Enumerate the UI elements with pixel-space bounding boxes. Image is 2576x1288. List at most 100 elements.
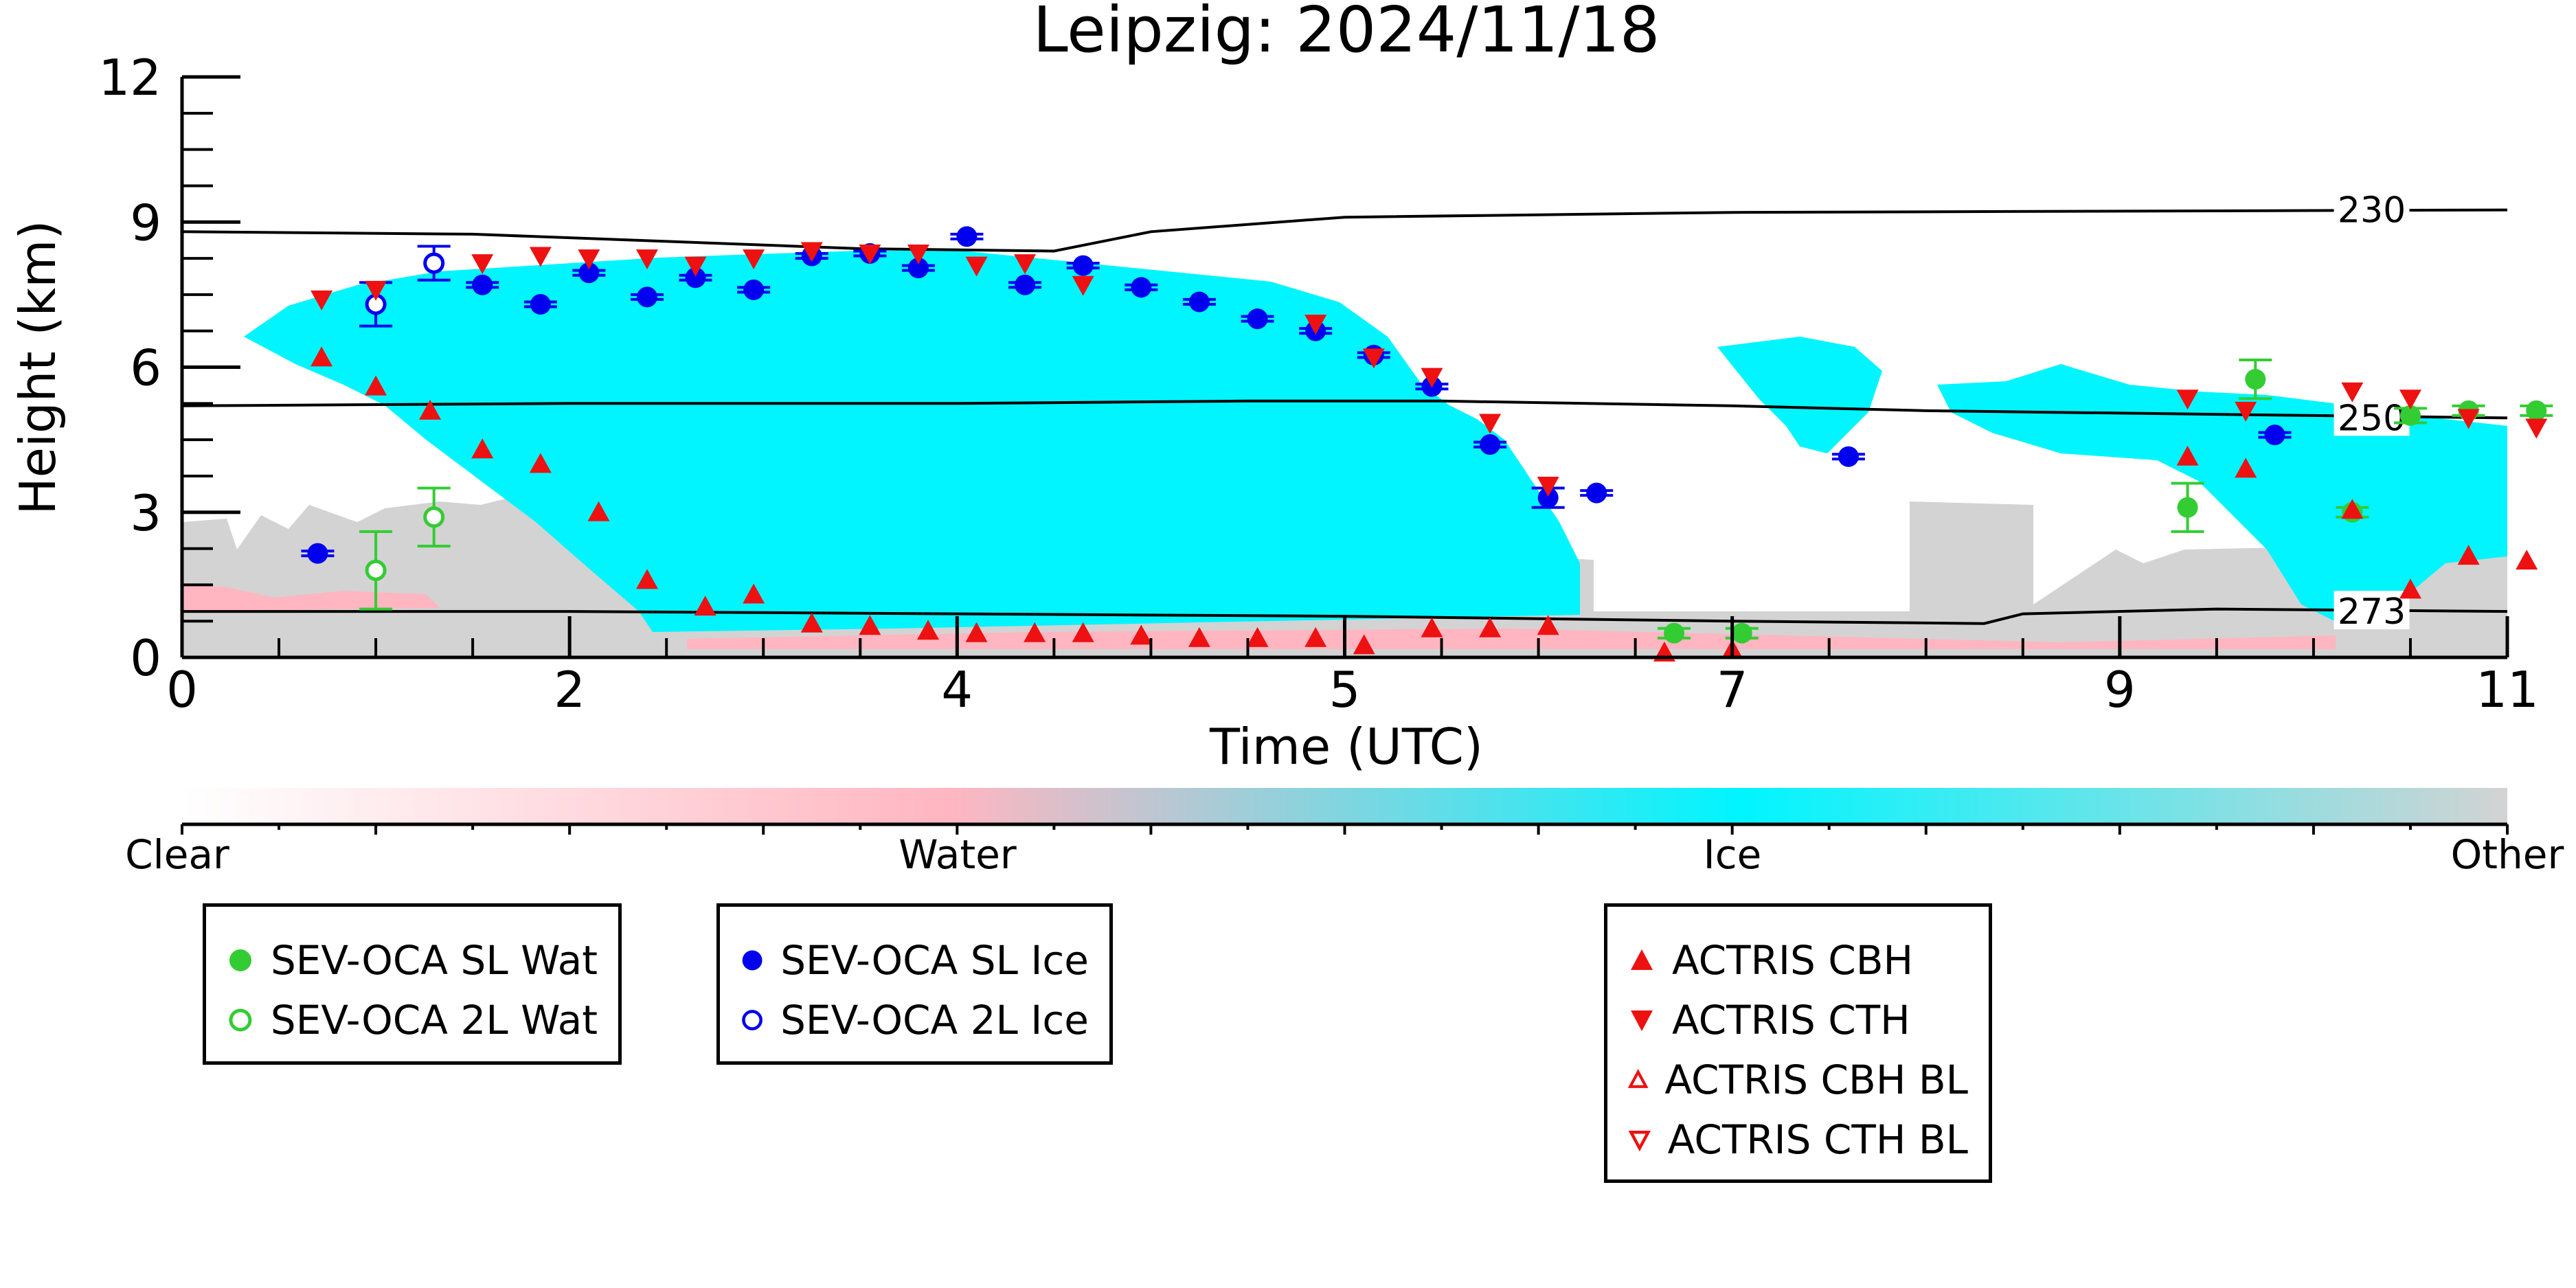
data-point-triangle-down — [2525, 418, 2548, 439]
y-tick-label: 12 — [98, 49, 161, 106]
isotherm-label-bg — [2334, 397, 2410, 436]
colorbar-ticks — [181, 824, 2509, 835]
data-point-circle-filled — [1664, 622, 1685, 644]
data-point-triangle-up — [2399, 578, 2421, 599]
data-point-circle-filled — [743, 279, 765, 300]
data-point-circle-filled — [2264, 425, 2285, 446]
data-point-triangle-down — [310, 290, 333, 310]
x-tick-label: 0 — [166, 661, 198, 719]
legend-entry: SEV-OCA 2L Ice — [734, 990, 1089, 1050]
data-point-triangle-up — [2341, 499, 2364, 519]
triangle-down-icon — [1631, 1010, 1653, 1031]
data-point-triangle-up — [1479, 617, 1502, 637]
y-tick-label: 6 — [130, 339, 161, 397]
data-point-triangle-up — [2235, 457, 2257, 478]
data-point-circle-open — [423, 506, 445, 528]
data-point-triangle-down — [743, 249, 765, 270]
data-point-triangle-down — [2457, 409, 2480, 429]
data-point-triangle-down — [1072, 275, 1094, 296]
data-point-triangle-down — [1537, 477, 1559, 497]
legend-label: SEV-OCA 2L Wat — [270, 996, 598, 1043]
data-point-circle-filled — [1838, 446, 1859, 467]
data-point-circle-filled — [1586, 482, 1607, 504]
isotherm-label-bg — [2334, 591, 2410, 630]
data-point-circle-filled — [637, 286, 657, 308]
colorbar-label-ice: Ice — [1704, 831, 1762, 878]
legend-sevoca-ice: SEV-OCA SL Ice SEV-OCA 2L Ice — [716, 903, 1113, 1065]
data-point-triangle-up — [1024, 622, 1046, 642]
triangle-up-icon — [1631, 949, 1653, 970]
data-point-circle-filled — [1131, 277, 1152, 298]
data-point-triangle-up — [471, 438, 494, 459]
legend-label: ACTRIS CTH BL — [1667, 1116, 1968, 1163]
data-point-triangle-down — [636, 249, 658, 270]
y-axis-label: Height (km) — [9, 221, 67, 515]
data-point-circle-filled — [1072, 255, 1094, 276]
data-point-triangle-down — [907, 245, 929, 265]
legend-sevoca-water: SEV-OCA SL Wat SEV-OCA 2L Wat — [203, 903, 622, 1065]
legend-entry: SEV-OCA SL Wat — [220, 930, 598, 990]
data-point-triangle-up — [1421, 617, 1443, 637]
data-point-triangle-down — [2176, 389, 2199, 410]
water-region-bottom — [687, 629, 2336, 649]
data-markers — [301, 226, 2553, 662]
y-tick-label: 9 — [130, 194, 161, 251]
data-point-circle-filled — [1480, 434, 1501, 455]
data-point-triangle-up — [365, 375, 387, 396]
data-point-triangle-down — [1479, 414, 1502, 434]
data-point-triangle-down — [800, 242, 823, 262]
isotherm-line — [181, 399, 2508, 420]
x-tick-label: 2 — [554, 661, 585, 719]
data-point-triangle-down — [2341, 382, 2364, 403]
x-tick-label: 9 — [2104, 661, 2136, 719]
legend-entry: ACTRIS CTH BL — [1621, 1109, 1968, 1169]
data-point-triangle-up — [800, 612, 823, 633]
data-point-triangle-down — [578, 249, 600, 270]
x-tick-label: 11 — [2476, 661, 2539, 719]
data-point-triangle-down — [529, 247, 552, 267]
colorbar-label-other: Other — [2451, 831, 2564, 878]
data-point-triangle-down — [471, 254, 494, 275]
legend-entry: SEV-OCA 2L Wat — [220, 990, 598, 1050]
data-point-triangle-up — [419, 399, 442, 420]
data-point-circle-filled — [2399, 405, 2421, 426]
y-tick-label: 3 — [130, 484, 161, 542]
data-point-circle-filled — [1015, 274, 1036, 295]
filled-circle-icon — [229, 949, 251, 971]
data-point-circle-filled — [2526, 400, 2547, 421]
x-tick-label: 4 — [941, 661, 973, 719]
data-point-triangle-down — [1304, 315, 1327, 335]
isotherm-label: 230 — [2338, 190, 2406, 231]
legend-actris: ACTRIS CBH ACTRIS CTH ACTRIS CBH BL ACTR… — [1604, 903, 1992, 1183]
data-point-triangle-up — [2516, 550, 2538, 570]
data-point-triangle-up — [1246, 626, 1269, 647]
data-point-circle-filled — [1731, 622, 1752, 644]
isotherm-label: 273 — [2338, 591, 2406, 633]
legend-label: SEV-OCA 2L Ice — [780, 996, 1089, 1043]
cloud-mask-background — [182, 251, 2507, 657]
filled-circle-icon — [742, 950, 762, 970]
data-point-triangle-up — [859, 615, 881, 635]
x-ticks: 0 2 4 5 7 9 11 — [166, 616, 2539, 719]
data-point-triangle-down — [2399, 389, 2421, 410]
data-point-circle-open — [365, 559, 387, 581]
data-point-triangle-up — [1188, 626, 1210, 647]
data-point-triangle-up — [743, 583, 765, 604]
open-circle-icon — [742, 1009, 762, 1030]
data-point-triangle-up — [310, 346, 333, 367]
data-point-triangle-down — [365, 280, 387, 301]
data-point-triangle-up — [917, 620, 940, 640]
colorbar-label-water: Water — [899, 831, 1017, 878]
legend-entry: ACTRIS CBH — [1621, 930, 1968, 990]
data-point-circle-filled — [530, 293, 551, 315]
ice-cloud-mid — [1717, 337, 1882, 453]
x-axis-label: Time (UTC) — [1209, 718, 1483, 776]
legend-label: ACTRIS CBH — [1672, 936, 1914, 984]
data-point-circle-filled — [1247, 308, 1268, 330]
data-point-triangle-up — [1304, 626, 1327, 647]
x-tick-label: 7 — [1717, 661, 1748, 719]
data-point-triangle-down — [1421, 368, 1443, 388]
data-point-triangle-up — [694, 596, 716, 616]
data-point-circle-filled — [1188, 291, 1210, 313]
